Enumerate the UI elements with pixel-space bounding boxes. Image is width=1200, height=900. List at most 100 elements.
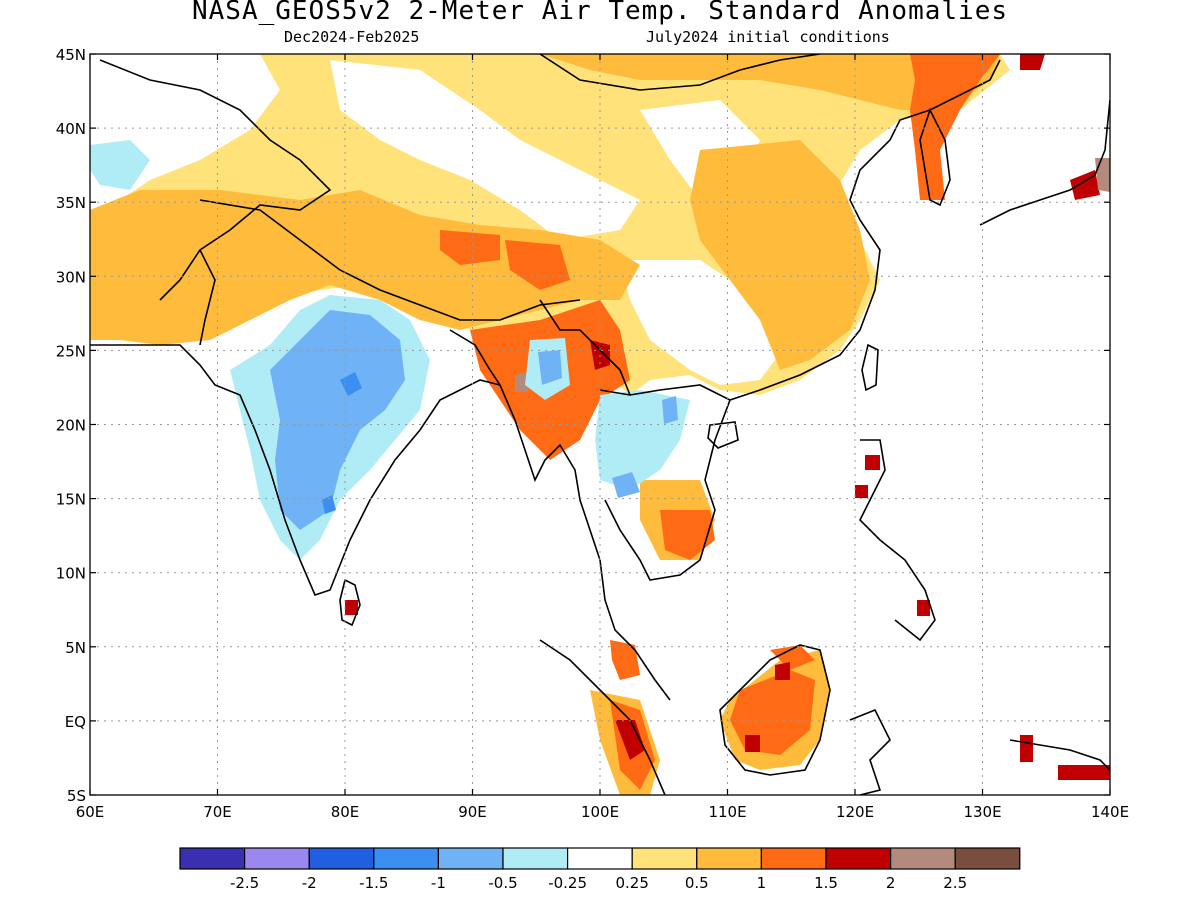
border-himalaya — [199, 199, 581, 321]
colorbar-label: -2 — [302, 874, 317, 892]
lon-tick-label: 110E — [708, 803, 746, 821]
colorbar-label: -1 — [431, 874, 446, 892]
colorbar-label: -0.5 — [488, 874, 517, 892]
lon-tick-label: 100E — [581, 803, 619, 821]
lat-tick-label: 25N — [56, 342, 86, 360]
colorbar-swatch — [566, 847, 633, 870]
colorbar-label: 1.5 — [814, 874, 838, 892]
colorbar-swatch — [179, 847, 246, 870]
colorbar-label: -0.25 — [548, 874, 587, 892]
lat-tick-label: 5N — [65, 639, 86, 657]
anomaly-region-hot — [1070, 170, 1100, 200]
coastline-sumatra — [539, 639, 666, 795]
colorbar-swatch — [696, 847, 762, 870]
lat-tick-label: 5S — [67, 787, 86, 805]
anomaly-region-warm — [90, 190, 640, 345]
anomaly-region-warm-strong — [910, 54, 1000, 200]
map-title: NASA_GEOS5v2 2-Meter Air Temp. Standard … — [191, 0, 1008, 26]
border-china-mongolia — [539, 54, 821, 91]
coastline-china — [729, 59, 1001, 401]
lat-tick-label: EQ — [65, 713, 86, 731]
lon-tick-label: 70E — [203, 803, 232, 821]
coastline-new-guinea — [1009, 739, 1110, 771]
anomaly-region-hot — [345, 600, 358, 615]
anomaly-region-hot — [1020, 735, 1033, 762]
lat-tick-label: 30N — [56, 268, 86, 286]
colorbar-swatch — [889, 847, 956, 870]
anomaly-region-warm-strong — [440, 230, 500, 265]
colorbar-swatch — [760, 847, 827, 870]
colorbar-swatch — [825, 847, 892, 870]
coastline-sulawesi — [849, 708, 891, 795]
colorbar-swatch — [631, 847, 698, 870]
coastline-india — [90, 344, 501, 596]
colorbar-swatch — [954, 847, 1021, 870]
colorbar-swatch — [437, 847, 504, 870]
colorbar-label: 1 — [757, 874, 767, 892]
anomaly-region-warm — [690, 140, 870, 370]
coastline-hainan — [707, 421, 739, 449]
colorbar-label: 0.25 — [615, 874, 648, 892]
anomaly-region-cool-strong — [322, 495, 336, 514]
anomaly-region-cool — [270, 310, 405, 530]
anomaly-region-neutral — [330, 60, 640, 240]
lat-tick-label: 20N — [56, 417, 86, 435]
coastline-borneo — [719, 644, 831, 776]
anomaly-region-cool — [612, 472, 640, 498]
forecast-period: Dec2024-Feb2025 — [284, 28, 420, 46]
border-myanmar-china — [539, 299, 631, 396]
coastline-korea — [919, 107, 951, 207]
anomaly-region-cool — [538, 350, 562, 385]
colorbar-swatch — [244, 847, 310, 870]
lon-tick-label: 80E — [331, 803, 360, 821]
colorbar-swatch — [502, 847, 569, 870]
coastline-sri-lanka — [339, 578, 361, 627]
coastline-philippines — [859, 439, 936, 642]
border-pakistan-india — [199, 249, 216, 346]
colorbar-label: 2.5 — [943, 874, 967, 892]
anomaly-region-hot — [917, 600, 930, 616]
border-bangladesh — [449, 329, 501, 386]
map-axes: 60E 70E 80E 90E 100E 110E 120E 130E 140E 45N 40N 35… — [56, 46, 1129, 821]
lon-tick-label: 140E — [1091, 803, 1129, 821]
lat-tick-label: 35N — [56, 194, 86, 212]
anomaly-region-hot — [1058, 765, 1110, 780]
anomaly-region-hot — [865, 455, 880, 470]
colorbar-swatch — [308, 847, 375, 870]
lon-tick-label: 120E — [836, 803, 874, 821]
coastlines — [90, 54, 1110, 795]
anomaly-region-hot — [1020, 54, 1045, 70]
anomaly-region-warm-strong — [610, 640, 640, 680]
anomaly-region-warm-strong — [730, 670, 815, 755]
anomaly-region-very-hot — [515, 372, 528, 392]
anomaly-region-neutral — [620, 260, 790, 385]
anomaly-region-warm-strong — [770, 645, 815, 670]
anomaly-region-hot — [615, 720, 645, 760]
anomaly-region-warm-strong — [505, 240, 570, 290]
colorbar: -2.5 -2 -1.5 -1 -0.5 -0.25 0.25 0.5 1 1.5 2 2.5 — [179, 847, 1021, 892]
lat-tick-label: 45N — [56, 46, 86, 64]
anomaly-region-cool-light — [90, 140, 150, 190]
anomaly-region-warm-strong — [660, 510, 715, 560]
map-gridlines — [90, 54, 1110, 795]
anomaly-region-hot — [745, 735, 760, 752]
lon-tick-label: 60E — [76, 803, 105, 821]
colorbar-label: 2 — [886, 874, 896, 892]
colorbar-label: -1.5 — [359, 874, 388, 892]
lat-tick-label: 10N — [56, 565, 86, 583]
coastline-japan — [979, 99, 1110, 226]
initial-conditions: July2024 initial conditions — [646, 28, 890, 46]
lat-tick-label: 40N — [56, 120, 86, 138]
coastline-se-asia — [499, 384, 671, 701]
lat-tick-label: 15N — [56, 491, 86, 509]
coastline-indochina — [599, 384, 732, 581]
anomaly-shading — [90, 54, 1110, 795]
colorbar-label: -2.5 — [230, 874, 259, 892]
anomaly-region-warm — [540, 54, 1000, 110]
anomaly-region-hot — [775, 662, 790, 680]
anomaly-region-cool — [662, 396, 678, 424]
coastline-taiwan — [861, 343, 879, 392]
lon-tick-label: 130E — [963, 803, 1001, 821]
anomaly-region-hot — [855, 485, 868, 498]
